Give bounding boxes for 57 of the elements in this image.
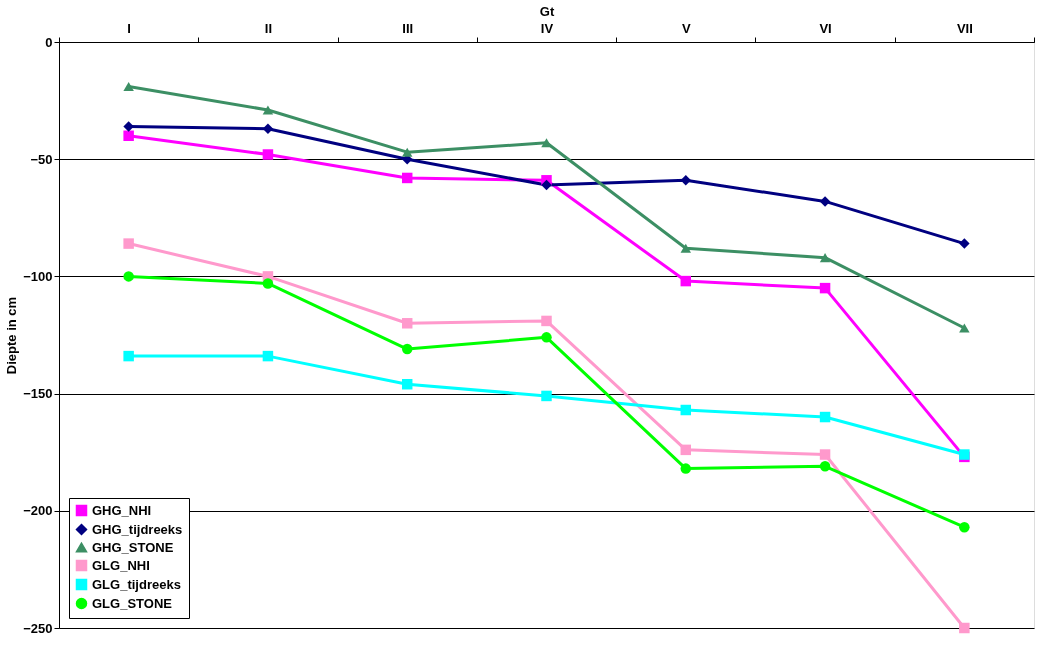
point [401,343,413,355]
x-tick-label: VI [819,20,832,36]
y-tick-label: −50 [30,151,53,167]
point [401,172,413,184]
x-tick-label: II [264,20,273,36]
point [680,463,692,474]
point [680,404,692,416]
point [262,350,274,362]
point [819,196,831,207]
point [123,238,134,249]
x-tick-label: III [402,20,414,36]
point [123,81,134,92]
legend-label: GHG_STONE [92,539,174,555]
point [819,449,831,460]
point [401,147,413,157]
point [680,275,692,287]
point [541,315,552,327]
point [819,461,831,472]
x-tick-label: IV [540,20,554,36]
point [959,622,970,634]
legend-label: GLG_NHI [92,557,150,573]
point [541,179,552,191]
point [123,350,134,362]
x-tick-label: I [127,20,131,36]
point [262,105,274,115]
legend-label: GLG_tijdreeks [92,576,181,592]
y-tick-label: −250 [23,620,53,636]
point [262,123,274,134]
y-tick-label: 0 [45,34,53,50]
point [401,318,413,329]
point [680,444,692,456]
point [123,271,134,282]
y-tick-label: −100 [23,268,53,284]
point [401,378,413,390]
point [541,332,552,343]
y-tick-label: −150 [23,386,53,402]
point [959,323,970,333]
point [123,130,134,141]
y-tick-label: −200 [23,503,53,519]
legend-label: GHG_tijdreeks [92,521,183,537]
point [819,253,831,263]
point [680,243,692,253]
legend-label: GHG_NHI [92,502,152,518]
point [262,278,274,289]
point [819,411,831,423]
x-axis-title: Gt [539,3,555,19]
point [959,238,970,249]
y-axis-title: Diepte in cm [4,296,20,375]
point [819,282,831,294]
point [959,521,970,533]
x-tick-label: VII [956,20,973,36]
point [262,149,274,160]
point [123,121,134,132]
x-tick-label: V [681,20,691,36]
legend-label: GLG_STONE [92,595,173,611]
point [541,390,552,402]
point [541,138,552,148]
